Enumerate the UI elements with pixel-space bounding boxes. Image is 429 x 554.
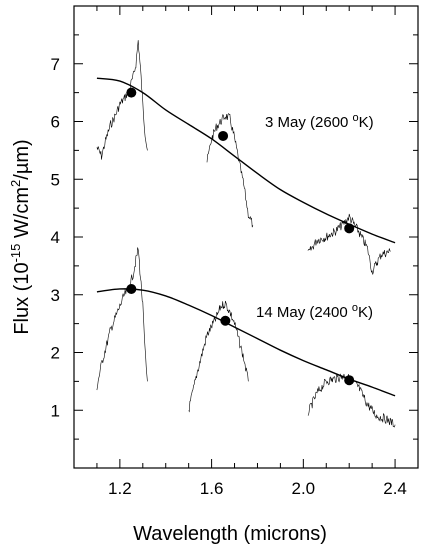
spectra-group — [96, 40, 396, 428]
y-tick-label: 5 — [51, 170, 60, 189]
blackbody-curve-3-may — [96, 77, 396, 244]
photometry-point-3-may — [126, 87, 137, 98]
spectrum-line-3-may — [96, 40, 148, 160]
x-tick-label: 1.2 — [108, 479, 132, 498]
tick-labels: 1.2 1.6 2.0 2.4 1 2 3 4 5 6 7 — [51, 55, 407, 498]
y-tick-label: 1 — [51, 401, 60, 420]
x-axis-label: Wavelength (microns) — [133, 523, 327, 545]
photometry-point-14-may — [220, 315, 231, 326]
series-label-3-may: 3 May (2600 oK) — [265, 112, 374, 131]
x-tick-label: 2.0 — [292, 479, 316, 498]
photometry-point-14-may — [126, 283, 137, 294]
x-tick-label: 1.6 — [200, 479, 224, 498]
photometry-points — [126, 87, 355, 386]
photometry-point-3-may — [344, 223, 355, 234]
y-tick-label: 2 — [51, 344, 60, 363]
photometry-point-3-may — [218, 130, 229, 141]
x-tick-label: 2.4 — [383, 479, 407, 498]
y-tick-label: 6 — [51, 113, 60, 132]
photometry-point-14-may — [344, 375, 355, 386]
plot-frame — [73, 5, 419, 469]
spectrum-line-3-may — [307, 213, 391, 275]
y-tick-label: 4 — [51, 228, 60, 247]
spectrum-line-14-may — [96, 247, 148, 391]
y-tick-label: 7 — [51, 55, 60, 74]
y-axis-label: Flux (10-15 W/cm2/µm) — [8, 139, 33, 334]
series-label-14-may: 14 May (2400 oK) — [256, 302, 373, 321]
spectrum-line-3-may — [206, 113, 254, 228]
spectrum-line-14-may — [188, 300, 249, 413]
y-tick-label: 3 — [51, 286, 60, 305]
axis-ticks — [73, 5, 419, 469]
